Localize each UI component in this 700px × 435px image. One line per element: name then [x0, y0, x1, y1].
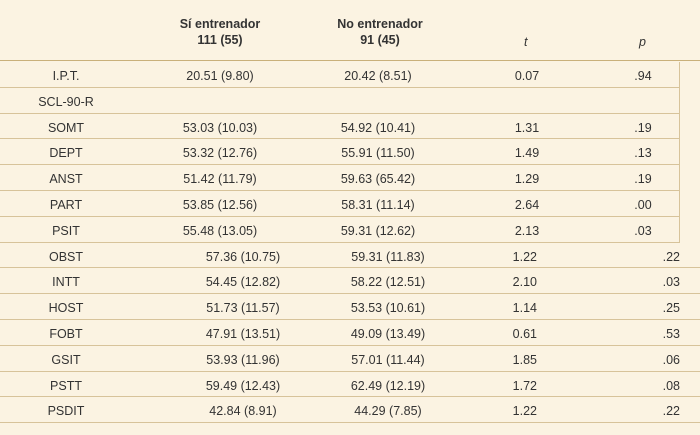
coach-no-value: 20.42 (8.51) [344, 69, 412, 83]
coach-no-value: 59.31 (12.62) [340, 223, 416, 238]
t-value: 1.72 [512, 378, 537, 393]
row-label: SOMT [47, 120, 85, 135]
coach-yes-value: 59.49 (12.43) [205, 378, 281, 393]
t-value: 1.22 [512, 249, 537, 264]
table-row: SOMT 53.03 (10.03) 54.92 (10.41) 1.31 .19 [0, 113, 680, 140]
row-label: PSIT [52, 223, 80, 238]
coach-yes-value: 53.03 (10.03) [182, 120, 258, 135]
row-label: PSTT [50, 378, 82, 393]
coach-no-value: 49.09 (13.49) [350, 327, 426, 341]
row-label: PART [49, 198, 83, 212]
header-coach-no-title: No entrenador [337, 17, 423, 31]
table-row: ANST 51.42 (11.79) 59.63 (65.42) 1.29 .19 [0, 165, 680, 191]
coach-no-value: 54.92 (10.41) [340, 120, 416, 135]
p-value: .25 [662, 301, 680, 316]
table-row: FOBT 47.91 (13.51) 49.09 (13.49) 0.61 .53 [0, 320, 700, 346]
coach-no-value: 53.53 (10.61) [350, 301, 426, 316]
table-row: PART 53.85 (12.56) 58.31 (11.14) 2.64 .00 [0, 191, 680, 217]
coach-yes-value: 54.45 (12.82) [205, 275, 281, 290]
row-label: SCL-90-R [38, 94, 94, 109]
row-label: GSIT [51, 352, 81, 367]
t-value: 2.13 [514, 223, 540, 238]
table-row: PSIT 55.48 (13.05) 59.31 (12.62) 2.13 .03 [0, 216, 680, 243]
table-row: INTT 54.45 (12.82) 58.22 (12.51) 2.10 .03 [0, 268, 700, 295]
p-value: .06 [662, 352, 680, 367]
coach-no-value: 59.63 (65.42) [340, 172, 416, 187]
header-coach-no-count: 91 (45) [360, 33, 400, 48]
header-coach-no: No entrenador 91 (45) [325, 16, 435, 49]
coach-yes-value: 42.84 (8.91) [209, 404, 277, 419]
coach-no-value: 44.29 (7.85) [354, 404, 422, 419]
t-value: 1.29 [514, 172, 540, 187]
coach-no-value: 59.31 (11.83) [351, 249, 425, 264]
t-value: 1.14 [512, 301, 537, 316]
header-coach-yes-title: Sí entrenador [179, 17, 261, 31]
p-value: .19 [634, 172, 652, 187]
t-value: 1.85 [512, 352, 537, 367]
p-value: .94 [634, 69, 652, 83]
table-row: GSIT 53.93 (11.96) 57.01 (11.44) 1.85 .06 [0, 346, 700, 372]
header-p: p [639, 35, 646, 49]
header-coach-yes-count: 111 (55) [197, 33, 243, 48]
p-value: .08 [662, 378, 680, 393]
p-value: .22 [662, 249, 680, 264]
coach-no-value: 58.31 (11.14) [341, 198, 415, 212]
coach-yes-value: 53.32 (12.76) [182, 146, 258, 161]
t-value: 1.22 [512, 404, 537, 419]
p-value: .19 [634, 120, 652, 135]
t-value: 2.64 [514, 198, 540, 212]
p-value: .03 [662, 275, 680, 290]
table-row: PSTT 59.49 (12.43) 62.49 (12.19) 1.72 .08 [0, 372, 700, 398]
coach-yes-value: 51.73 (11.57) [206, 301, 280, 316]
table-row: OBST 57.36 (10.75) 59.31 (11.83) 1.22 .22 [0, 243, 700, 269]
coach-no-value: 58.22 (12.51) [350, 275, 426, 290]
table-row: HOST 51.73 (11.57) 53.53 (10.61) 1.14 .25 [0, 294, 700, 320]
table-row: SCL-90-R [0, 87, 680, 114]
table-row: DEPT 53.32 (12.76) 55.91 (11.50) 1.49 .13 [0, 139, 680, 166]
coach-yes-value: 53.93 (11.96) [206, 352, 280, 367]
coach-yes-value: 53.85 (12.56) [182, 198, 258, 212]
row-label: INTT [52, 275, 80, 290]
coach-yes-value: 51.42 (11.79) [183, 172, 257, 187]
coach-yes-value: 55.48 (13.05) [182, 223, 258, 238]
row-label: ANST [49, 172, 83, 187]
p-value: .22 [662, 404, 680, 419]
coach-no-value: 57.01 (11.44) [351, 352, 425, 367]
coach-no-value: 55.91 (11.50) [341, 146, 415, 161]
p-value: .13 [634, 146, 652, 161]
p-value: .00 [634, 198, 652, 212]
table-row: PSDIT 42.84 (8.91) 44.29 (7.85) 1.22 .22 [0, 397, 700, 424]
table-header: Sí entrenador 111 (55) No entrenador 91 … [0, 0, 700, 61]
coach-yes-value: 47.91 (13.51) [205, 327, 281, 341]
coach-yes-value: 20.51 (9.80) [186, 69, 254, 83]
t-value: 2.10 [512, 275, 537, 290]
row-label: DEPT [49, 146, 83, 161]
row-label: FOBT [49, 327, 83, 341]
coach-no-value: 62.49 (12.19) [350, 378, 426, 393]
row-label: HOST [48, 301, 84, 316]
t-value: 1.31 [514, 120, 540, 135]
t-value: 0.07 [514, 69, 540, 83]
row-label: PSDIT [47, 404, 85, 419]
p-value: .53 [662, 327, 680, 341]
t-value: 0.61 [512, 327, 537, 341]
table-row: I.P.T. 20.51 (9.80) 20.42 (8.51) 0.07 .94 [0, 62, 680, 88]
header-t: t [524, 35, 528, 49]
p-value: .03 [634, 223, 652, 238]
row-label: OBST [48, 249, 84, 264]
t-value: 1.49 [514, 146, 540, 161]
coach-yes-value: 57.36 (10.75) [205, 249, 281, 264]
row-label: I.P.T. [52, 69, 80, 83]
header-coach-yes: Sí entrenador 111 (55) [170, 16, 270, 49]
